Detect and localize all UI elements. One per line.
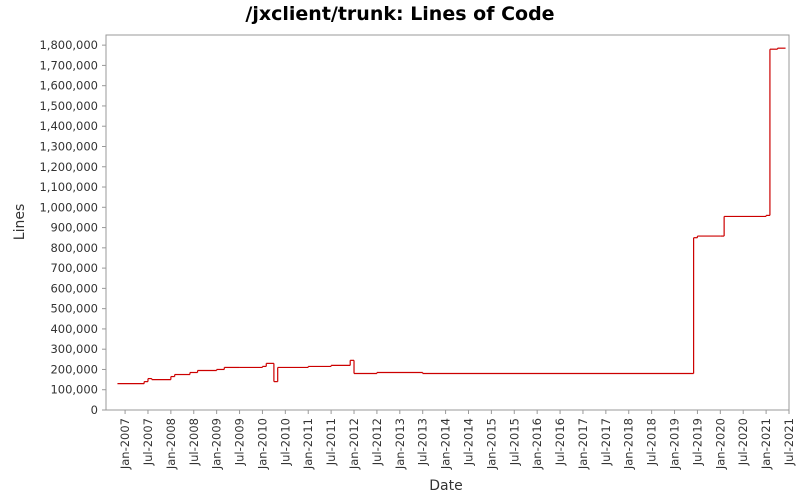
x-tick-label: Jan-2011 [301, 418, 315, 470]
y-tick-label: 1,600,000 [39, 79, 98, 93]
y-tick-label: 600,000 [50, 281, 98, 295]
x-tick-label: Jul-2013 [416, 418, 430, 466]
x-tick-label: Jan-2008 [164, 418, 178, 470]
x-tick-label: Jan-2007 [118, 418, 132, 470]
x-tick-label: Jan-2014 [439, 418, 453, 470]
x-tick-label: Jul-2015 [507, 418, 521, 466]
x-tick-label: Jan-2016 [530, 418, 544, 470]
y-axis-label: Lines [12, 204, 28, 240]
y-tick-label: 1,200,000 [39, 160, 98, 174]
y-tick-label: 700,000 [50, 261, 98, 275]
x-tick-label: Jan-2020 [713, 418, 727, 470]
y-tick-label: 900,000 [50, 221, 98, 235]
x-tick-label: Jul-2011 [324, 418, 338, 466]
y-tick-label: 0 [91, 403, 98, 417]
x-tick-label: Jan-2017 [576, 418, 590, 470]
x-tick-label: Jan-2009 [210, 418, 224, 470]
chart-title: /jxclient/trunk: Lines of Code [245, 3, 554, 25]
x-tick-label: Jul-2018 [645, 418, 659, 466]
x-tick-label: Jul-2019 [690, 418, 704, 466]
y-tick-label: 1,300,000 [39, 139, 98, 153]
x-tick-label: Jul-2014 [461, 418, 475, 466]
y-tick-label: 1,100,000 [39, 180, 98, 194]
x-tick-label: Jan-2021 [759, 418, 773, 470]
x-tick-label: Jan-2013 [393, 418, 407, 470]
x-tick-label: Jul-2020 [736, 418, 750, 466]
y-tick-label: 100,000 [50, 383, 98, 397]
y-tick-label: 1,400,000 [39, 119, 98, 133]
y-tick-label: 300,000 [50, 342, 98, 356]
y-tick-label: 500,000 [50, 302, 98, 316]
y-tick-label: 1,500,000 [39, 99, 98, 113]
x-tick-label: Jan-2012 [347, 418, 361, 470]
y-tick-label: 1,000,000 [39, 200, 98, 214]
x-tick-label: Jul-2016 [553, 418, 567, 466]
y-tick-label: 1,700,000 [39, 58, 98, 72]
plot-area [105, 34, 790, 411]
x-tick-label: Jan-2019 [668, 418, 682, 470]
y-tick-label: 200,000 [50, 362, 98, 376]
x-tick-label: Jul-2017 [599, 418, 613, 466]
y-tick-label: 1,800,000 [39, 38, 98, 52]
y-tick-label: 400,000 [50, 322, 98, 336]
x-tick-label: Jan-2015 [484, 418, 498, 470]
x-axis-label: Date [429, 478, 462, 494]
y-tick-label: 800,000 [50, 241, 98, 255]
x-tick-label: Jul-2009 [233, 418, 247, 466]
x-tick-label: Jan-2010 [255, 418, 269, 470]
x-tick-label: Jul-2010 [278, 418, 292, 466]
x-tick-label: Jul-2008 [187, 418, 201, 466]
x-tick-label: Jul-2021 [782, 418, 796, 466]
x-tick-label: Jul-2012 [370, 418, 384, 466]
x-tick-label: Jan-2018 [622, 418, 636, 470]
x-tick-label: Jul-2007 [141, 418, 155, 466]
